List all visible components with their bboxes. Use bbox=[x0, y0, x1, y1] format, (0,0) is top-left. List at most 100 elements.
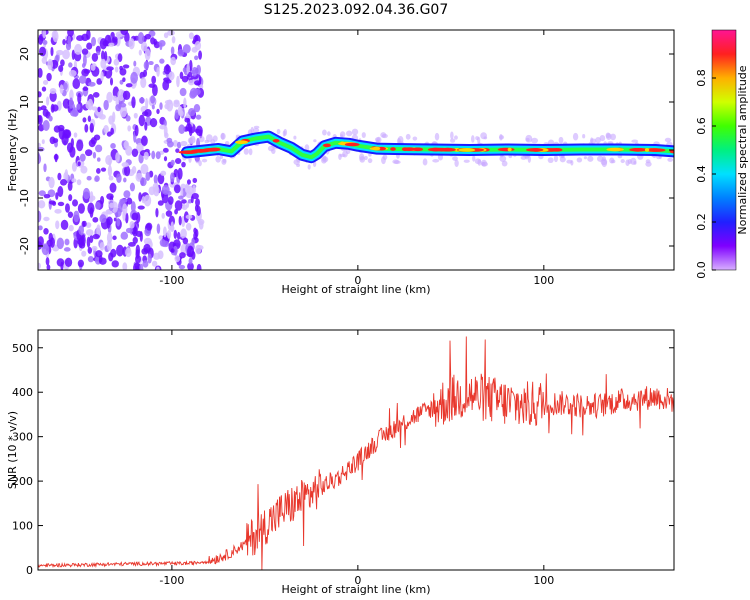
noise-speckle bbox=[198, 220, 204, 230]
noise-speckle bbox=[165, 210, 173, 217]
noise-speckle bbox=[134, 124, 139, 137]
noise-speckle bbox=[79, 241, 86, 249]
noise-speckle bbox=[186, 63, 190, 75]
halo-speckle bbox=[454, 159, 459, 167]
halo-speckle bbox=[470, 135, 475, 143]
noise-speckle bbox=[174, 208, 178, 215]
noise-speckle bbox=[138, 49, 142, 56]
noise-speckle bbox=[86, 42, 93, 50]
noise-speckle bbox=[135, 266, 140, 270]
noise-speckle bbox=[55, 192, 59, 200]
halo-speckle bbox=[215, 156, 221, 163]
noise-speckle bbox=[191, 250, 196, 260]
noise-speckle bbox=[82, 187, 90, 200]
noise-speckle bbox=[38, 46, 47, 57]
noise-speckle bbox=[188, 32, 194, 40]
noise-speckle bbox=[80, 165, 88, 174]
noise-speckle bbox=[57, 201, 65, 207]
spectrogram-x-axis-label: Height of straight line (km) bbox=[281, 283, 430, 296]
halo-speckle bbox=[454, 135, 458, 140]
noise-speckle bbox=[100, 58, 107, 69]
noise-speckle bbox=[50, 46, 54, 57]
noise-speckle bbox=[115, 104, 122, 112]
noise-speckle bbox=[77, 203, 85, 214]
noise-speckle bbox=[173, 184, 181, 194]
noise-speckle bbox=[106, 216, 113, 226]
noise-speckle bbox=[178, 215, 182, 226]
noise-speckle bbox=[42, 40, 48, 45]
noise-speckle bbox=[140, 163, 149, 175]
noise-speckle bbox=[107, 165, 113, 177]
y-tick-label: 20 bbox=[18, 47, 31, 61]
noise-speckle bbox=[71, 162, 77, 172]
noise-speckle bbox=[59, 84, 64, 94]
noise-speckle bbox=[178, 264, 186, 270]
noise-speckle bbox=[151, 260, 158, 267]
halo-speckle bbox=[602, 156, 606, 162]
noise-speckle bbox=[99, 38, 108, 50]
halo-speckle bbox=[322, 129, 327, 136]
noise-speckle bbox=[127, 125, 131, 132]
noise-speckle bbox=[99, 242, 105, 251]
noise-speckle bbox=[122, 64, 130, 69]
noise-speckle bbox=[117, 53, 123, 63]
ridge-core bbox=[390, 147, 396, 151]
noise-speckle bbox=[132, 236, 138, 244]
noise-speckle bbox=[95, 201, 101, 210]
noise-speckle bbox=[64, 257, 73, 268]
noise-speckle bbox=[105, 155, 113, 166]
snr-y-ticks: 0 100 200 300 400 500 bbox=[12, 342, 674, 577]
noise-speckle bbox=[121, 162, 129, 168]
noise-speckle bbox=[86, 30, 91, 40]
noise-speckle bbox=[141, 135, 148, 146]
halo-speckle bbox=[645, 161, 652, 167]
noise-speckle bbox=[38, 153, 42, 165]
noise-speckle bbox=[54, 208, 62, 214]
noise-speckle bbox=[48, 115, 53, 122]
ridge-core bbox=[402, 147, 417, 152]
noise-speckle bbox=[108, 175, 114, 181]
snr-x-axis-label: Height of straight line (km) bbox=[281, 583, 430, 596]
halo-speckle bbox=[501, 160, 508, 167]
ridge-core bbox=[208, 147, 221, 152]
noise-speckle bbox=[122, 90, 131, 100]
ridge-core bbox=[344, 142, 360, 147]
noise-speckle bbox=[117, 89, 125, 101]
spectrogram-y-axis-label: Frequency (Hz) bbox=[6, 109, 19, 192]
ridge-core bbox=[669, 149, 674, 154]
halo-speckle bbox=[499, 133, 503, 141]
noise-speckle bbox=[181, 199, 187, 204]
noise-speckle bbox=[43, 194, 51, 199]
noise-speckle bbox=[92, 233, 100, 240]
noise-speckle bbox=[96, 78, 103, 85]
noise-speckle bbox=[114, 66, 119, 73]
halo-speckle bbox=[253, 125, 260, 129]
noise-speckle bbox=[76, 35, 84, 42]
noise-speckle bbox=[180, 140, 188, 147]
noise-speckle bbox=[103, 50, 108, 62]
noise-speckle bbox=[148, 83, 156, 88]
noise-speckle bbox=[52, 138, 59, 143]
halo-speckle bbox=[381, 133, 388, 139]
halo-speckle bbox=[559, 156, 566, 163]
halo-speckle bbox=[627, 159, 632, 165]
halo-speckle bbox=[188, 137, 193, 145]
noise-speckle bbox=[41, 56, 48, 64]
noise-speckle bbox=[191, 193, 199, 200]
colorbar-label: Normalized spectral amplitude bbox=[736, 65, 749, 234]
noise-speckle bbox=[190, 75, 199, 80]
noise-speckle bbox=[93, 134, 101, 141]
noise-speckle bbox=[116, 217, 121, 227]
noise-speckle bbox=[143, 194, 152, 207]
noise-speckle bbox=[84, 123, 89, 133]
noise-speckle bbox=[74, 43, 83, 55]
halo-speckle bbox=[221, 158, 227, 165]
noise-speckle bbox=[122, 262, 128, 270]
noise-speckle bbox=[164, 103, 170, 110]
noise-speckle bbox=[138, 192, 142, 202]
noise-speckle bbox=[151, 75, 157, 85]
colorbar: 0.0 0.2 0.4 0.6 0.8 Normalized spectral ampl… bbox=[695, 29, 749, 279]
noise-speckle bbox=[62, 82, 68, 91]
noise-speckle bbox=[188, 107, 196, 117]
halo-speckle bbox=[313, 139, 317, 143]
